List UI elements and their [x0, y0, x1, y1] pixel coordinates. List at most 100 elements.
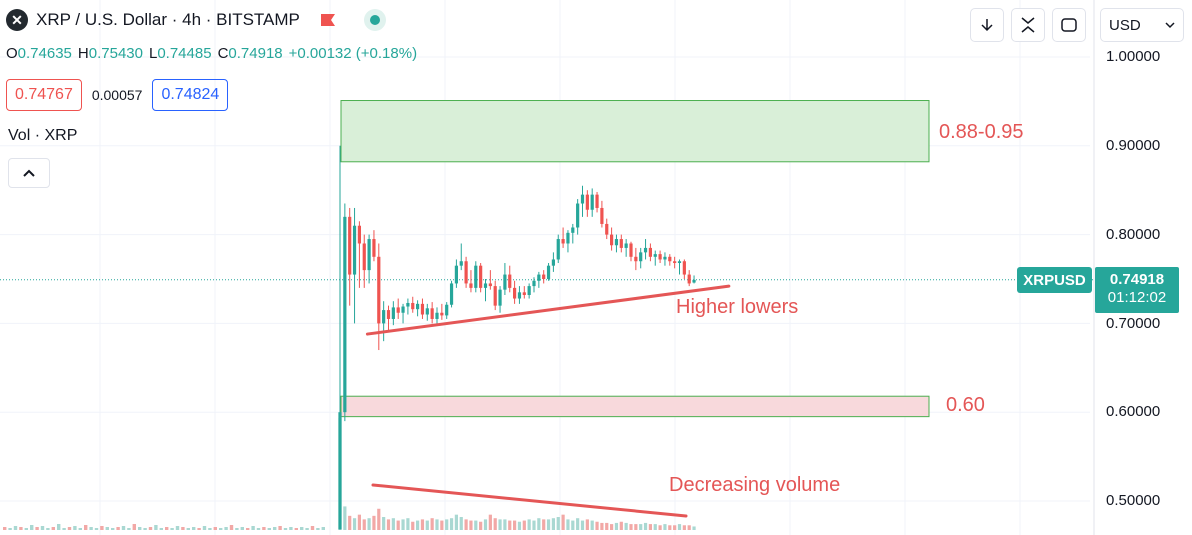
candle-body	[537, 274, 541, 281]
volume-bar	[100, 526, 104, 530]
candle-body	[532, 280, 536, 287]
volume-bar	[580, 520, 585, 530]
volume-bar	[527, 519, 531, 530]
volume-bar	[498, 519, 502, 530]
last-price: 0.74918	[1109, 271, 1165, 288]
candle-body	[386, 310, 391, 319]
candle-body	[522, 292, 526, 295]
download-button[interactable]	[970, 8, 1004, 42]
candle-body	[411, 302, 415, 310]
candle-body	[362, 243, 366, 271]
candle-body	[488, 283, 492, 287]
volume-bar	[590, 520, 594, 530]
xrp-logo-icon: ✕	[6, 9, 28, 31]
volume-bar	[479, 521, 483, 530]
volume-bar	[420, 519, 425, 530]
volume-bar	[348, 515, 352, 530]
volume-bar	[310, 526, 315, 530]
candle-body	[634, 256, 638, 262]
candle-body	[677, 261, 682, 264]
candle-body	[551, 259, 555, 266]
volume-bar	[78, 528, 82, 530]
volume-bar	[619, 521, 623, 530]
volume-bar	[283, 528, 288, 530]
volume-legend[interactable]: Vol · XRP	[8, 127, 78, 144]
volume-bar	[138, 527, 142, 530]
support-zone-label: 0.60	[946, 394, 985, 416]
close-value: 0.74918	[228, 45, 283, 62]
volume-bar	[357, 514, 361, 530]
collapse-button[interactable]	[8, 158, 50, 188]
volume-bar	[513, 520, 517, 530]
volume-bar	[148, 527, 153, 530]
volume-bar	[111, 528, 115, 530]
candle-body	[503, 274, 507, 290]
buy-button[interactable]: 0.74824	[152, 79, 229, 111]
higher-lows-trendline	[365, 284, 731, 336]
volume-bar	[213, 527, 217, 530]
volume-bar	[629, 524, 633, 530]
candle-body	[653, 254, 657, 257]
volume-bar	[396, 520, 400, 530]
candle-body	[571, 227, 575, 233]
snapshot-button[interactable]	[1052, 8, 1086, 42]
fullscreen-button[interactable]	[1011, 8, 1045, 42]
snapshot-icon	[1061, 18, 1077, 32]
trade-panel: 0.74767 0.00057 0.74824	[6, 79, 229, 111]
volume-bar	[62, 528, 66, 530]
candle-body	[643, 247, 648, 253]
axis-label-0.5: 0.50000	[1106, 492, 1161, 509]
candle-body	[377, 256, 381, 324]
volume-bar	[449, 518, 454, 530]
volume-bar	[624, 522, 628, 530]
candle-body	[556, 239, 560, 260]
symbol-header: ✕ XRP / U.S. Dollar · 4h · BITSTAMP	[6, 9, 386, 31]
candle-body	[610, 234, 614, 246]
volume-bar	[537, 518, 541, 530]
volume-bar	[445, 519, 449, 530]
volume-bar	[105, 527, 109, 530]
candle-body	[687, 274, 691, 284]
sell-button[interactable]: 0.74767	[6, 79, 82, 111]
volume-bar	[256, 528, 261, 530]
volume-bar	[643, 522, 648, 530]
volume-bar	[571, 520, 575, 530]
volume-bar	[430, 518, 434, 530]
currency-select[interactable]: USD	[1100, 8, 1184, 42]
volume-bar	[386, 519, 391, 530]
candle-body	[348, 216, 352, 275]
candle-body	[493, 286, 497, 306]
volume-bar	[219, 528, 223, 530]
volume-bar	[343, 506, 347, 530]
candle-body	[605, 223, 609, 235]
symbol-price-tag: XRPUSD	[1017, 267, 1092, 293]
volume-bar	[294, 528, 298, 530]
axis-label-0.9: 0.90000	[1106, 137, 1161, 154]
candle-body	[546, 265, 551, 279]
volume-bar	[40, 526, 45, 530]
volume-bar	[459, 517, 463, 530]
candle-body	[459, 261, 463, 266]
volume-bar	[362, 519, 366, 530]
volume-bar	[425, 520, 429, 530]
volume-bar	[235, 528, 239, 530]
volume-bar	[542, 519, 546, 530]
symbol-title[interactable]: XRP / U.S. Dollar · 4h · BITSTAMP	[36, 10, 300, 29]
low-label: L	[148, 45, 158, 62]
volume-bar	[556, 517, 560, 530]
target-zone-label: 0.88-0.95	[939, 121, 1024, 143]
volume-bar	[35, 527, 39, 530]
flag-icon[interactable]	[320, 13, 336, 27]
volume-bar	[508, 520, 512, 530]
volume-bar	[262, 527, 266, 530]
high-value: 0.75430	[88, 45, 143, 62]
volume-trend-label: Decreasing volume	[669, 474, 841, 496]
volume-bar	[127, 528, 131, 530]
close-label: C	[217, 45, 229, 62]
low-value: 0.74485	[157, 45, 212, 62]
candle-body	[595, 194, 599, 208]
candle-body	[479, 265, 483, 288]
candle-body	[406, 302, 410, 307]
volume-bar	[367, 518, 371, 530]
